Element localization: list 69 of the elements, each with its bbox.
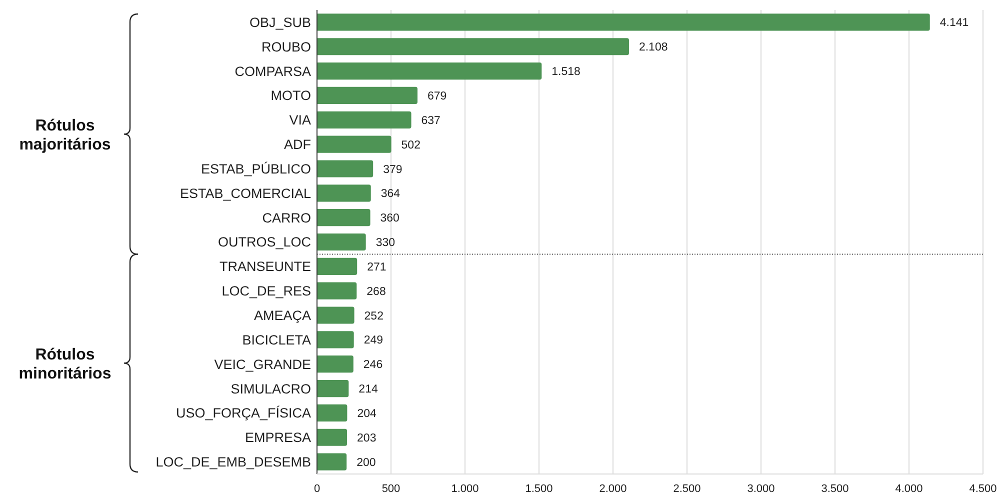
bar xyxy=(317,62,542,80)
x-tick-label: 1.000 xyxy=(451,483,479,495)
bar xyxy=(317,453,347,470)
bar xyxy=(317,184,371,202)
x-tick-label: 4.000 xyxy=(895,483,923,495)
bar xyxy=(317,306,354,324)
bar xyxy=(317,38,629,56)
x-tick-label: 3.500 xyxy=(821,483,849,495)
y-tick-label: COMPARSA xyxy=(234,64,311,79)
data-label: 252 xyxy=(364,310,384,322)
bar xyxy=(317,380,349,398)
text: Rótulos minoritários xyxy=(18,346,112,383)
y-tick-label: LOC_DE_RES xyxy=(222,284,311,299)
x-tick-label: 4.500 xyxy=(969,483,997,495)
bar xyxy=(317,404,348,422)
bar xyxy=(317,160,374,178)
y-tick-label: USO_FORÇA_FÍSICA xyxy=(176,406,311,421)
y-tick-label: EMPRESA xyxy=(244,430,311,446)
bar xyxy=(317,209,370,226)
bar xyxy=(317,331,354,348)
y-tick-label: ESTAB_COMERCIAL xyxy=(180,186,312,201)
y-tick-label: OUTROS_LOC xyxy=(218,234,312,250)
data-label: 679 xyxy=(427,90,447,102)
bar xyxy=(317,233,366,251)
y-tick-label: ROUBO xyxy=(261,39,311,54)
y-tick-label: ESTAB_PÚBLICO xyxy=(200,161,311,176)
data-label: 271 xyxy=(367,261,386,274)
y-tick-label: BICICLETA xyxy=(242,332,311,348)
data-label: 268 xyxy=(366,286,386,298)
data-label: 2.108 xyxy=(638,42,668,54)
data-label: 204 xyxy=(357,408,377,420)
data-label: 360 xyxy=(380,212,400,225)
bar xyxy=(317,428,348,446)
x-tick-label: 3.000 xyxy=(747,483,775,495)
data-label: 4.141 xyxy=(940,17,969,30)
data-label: 330 xyxy=(376,237,396,250)
y-tick-label: MOTO xyxy=(270,88,311,104)
data-label: 249 xyxy=(364,334,384,347)
data-label: 1.518 xyxy=(552,66,580,78)
data-label: 502 xyxy=(401,139,420,152)
x-tick-label: 0 xyxy=(314,483,320,495)
y-tick-label: SIMULACRO xyxy=(230,381,311,396)
data-label: 214 xyxy=(358,384,378,396)
x-tick-label: 1.500 xyxy=(525,483,553,495)
data-label: 203 xyxy=(357,432,376,444)
data-label: 200 xyxy=(356,456,376,469)
y-tick-label: VEIC_GRANDE xyxy=(214,356,311,372)
y-tick-label: AMEAÇA xyxy=(254,308,311,323)
x-tick-label: 500 xyxy=(382,483,400,495)
bar xyxy=(317,356,354,373)
x-tick-label: 2.500 xyxy=(673,483,701,495)
data-label: 637 xyxy=(421,114,440,127)
y-tick-label: ADF xyxy=(284,137,311,152)
data-label: 246 xyxy=(363,359,383,372)
bar xyxy=(317,282,357,300)
data-label: 364 xyxy=(380,188,401,200)
y-tick-label: VIA xyxy=(289,112,311,128)
bar xyxy=(317,14,930,31)
bar xyxy=(317,86,418,104)
bar xyxy=(317,258,358,275)
text: Rótulos majoritários xyxy=(19,118,111,154)
y-tick-label: OBJ_SUB xyxy=(249,14,311,30)
bar xyxy=(317,111,412,128)
data-label: 379 xyxy=(383,164,402,176)
y-tick-label: TRANSEUNTE xyxy=(219,259,311,274)
y-tick-label: CARRO xyxy=(262,210,311,226)
x-tick-label: 2.000 xyxy=(599,483,627,495)
bar xyxy=(317,136,392,153)
y-tick-label: LOC_DE_EMB_DESEMB xyxy=(156,454,311,470)
